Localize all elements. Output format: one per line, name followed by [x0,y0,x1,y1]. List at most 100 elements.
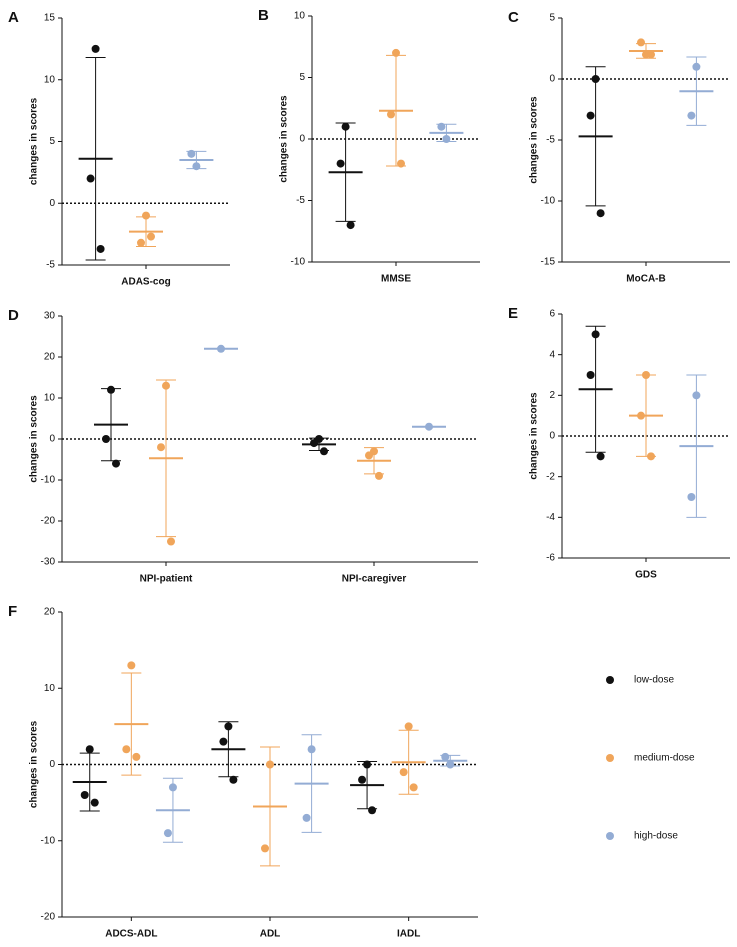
data-point [224,722,233,731]
data-point [365,451,373,460]
data-point [692,62,701,71]
y-tick-label: 6 [549,309,555,320]
data-point [442,135,451,143]
data-point [591,330,600,339]
data-point [687,111,696,120]
legend-label: high-dose [634,831,678,842]
data-point [85,745,94,754]
y-tick-label: -2 [546,471,555,482]
data-point [96,244,105,253]
y-tick-label: -6 [546,553,555,564]
y-tick-label: 4 [549,349,555,360]
data-point [157,443,165,452]
data-point [217,344,225,353]
legend-marker [606,832,614,840]
y-tick-label: 2 [549,390,555,401]
y-tick-label: 5 [299,72,305,83]
x-tick-label: IADL [397,929,420,940]
y-tick-label: -4 [546,512,555,523]
data-point [409,783,418,792]
y-tick-label: -10 [41,835,56,846]
panel-label: D [8,307,19,324]
data-point [368,806,377,815]
data-point [192,162,201,171]
data-point [167,537,175,546]
panel-label: B [258,7,269,24]
data-point [437,122,446,131]
data-point [142,211,150,220]
y-tick-label: -10 [541,196,556,207]
data-point [310,439,318,448]
y-tick-label: -20 [41,912,56,923]
x-tick-label: NPI-patient [140,574,193,585]
y-tick-label: 20 [44,607,56,618]
data-point [86,174,95,183]
data-point [122,745,131,754]
data-point [441,752,450,761]
data-point [163,829,172,838]
legend-marker [606,754,614,762]
y-tick-label: -5 [296,195,305,206]
y-tick-label: 15 [44,13,56,24]
y-tick-label: 10 [44,393,56,404]
x-tick-label: ADAS-cog [121,277,170,288]
data-point [229,775,238,784]
data-point [591,75,600,83]
data-point [596,209,605,218]
y-axis-label: changes in scores [29,395,40,483]
data-point [80,791,89,799]
data-point [392,48,400,57]
y-tick-label: -20 [41,516,56,527]
data-point [90,798,99,807]
y-axis-label: changes in scores [529,392,540,480]
data-point [137,238,145,247]
y-tick-label: 10 [44,683,56,694]
y-tick-label: 0 [549,74,555,85]
y-tick-label: 0 [49,759,55,770]
x-tick-label: MMSE [381,274,411,285]
legend-marker [606,676,614,684]
data-point [336,159,345,168]
y-tick-label: -5 [546,135,555,146]
x-tick-label: NPI-caregiver [342,574,407,585]
y-tick-label: 0 [49,434,55,445]
data-point [307,745,316,754]
data-point [219,737,228,746]
data-point [425,422,433,431]
x-tick-label: ADL [260,929,281,940]
data-point [266,760,274,769]
data-point [642,371,650,379]
legend-label: medium-dose [634,753,695,764]
data-point [596,452,605,461]
data-point [107,385,115,394]
data-point [132,752,141,761]
data-point [637,411,645,420]
data-point [397,159,405,168]
y-tick-label: 0 [299,134,305,145]
y-tick-label: -10 [41,475,56,486]
data-point [375,471,383,480]
y-axis-label: changes in scores [529,96,540,184]
panel-label: A [8,9,19,26]
y-tick-label: 20 [44,352,56,363]
data-point [341,122,350,131]
data-point [446,760,455,769]
y-tick-label: 0 [49,198,55,209]
y-tick-label: -15 [541,257,556,268]
data-point [261,844,269,853]
data-point [168,783,177,792]
data-point [302,813,311,822]
panel-label: C [508,9,519,26]
data-point [112,459,120,468]
y-tick-label: 10 [294,11,306,22]
y-tick-label: 30 [44,311,56,322]
y-axis-label: changes in scores [29,97,40,185]
data-point [127,661,136,670]
panel-label: F [8,603,17,620]
data-point [363,760,372,769]
data-point [187,149,196,158]
data-point [647,50,655,59]
data-point [586,371,595,379]
